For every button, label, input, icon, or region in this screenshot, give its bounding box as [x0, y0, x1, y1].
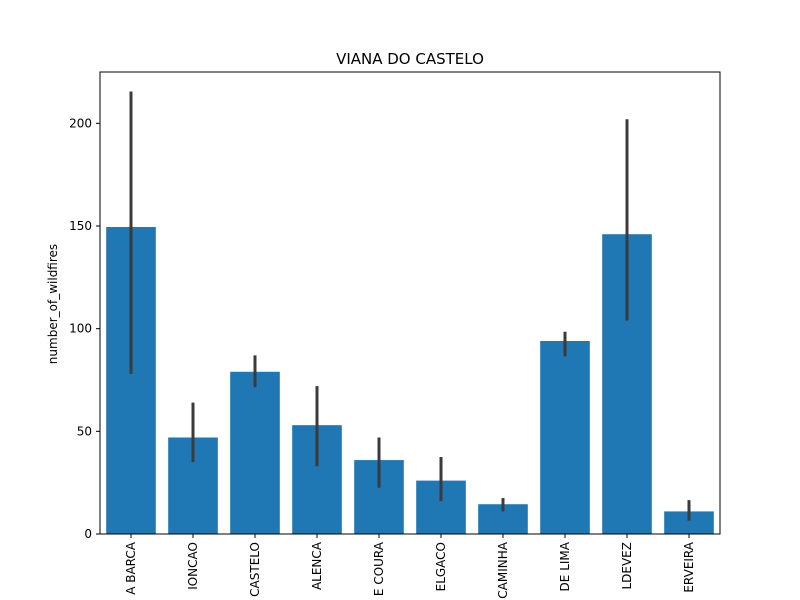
bar-2	[230, 371, 280, 534]
x-tick-label-1: IONCAO	[186, 542, 200, 590]
plot-frame	[99, 71, 721, 535]
x-axis-ticks: A BARCA IONCAO CASTELO ALENCA E COURA ELGACO C…	[124, 534, 696, 599]
y-tick-label-4: 200	[69, 116, 92, 130]
bar-7	[540, 340, 590, 534]
y-axis-ticks: 0 50 100 150 200	[69, 116, 100, 541]
x-tick-label-2: CASTELO	[248, 542, 262, 597]
chart-title: VIANA DO CASTELO	[336, 50, 484, 68]
bar-9	[664, 511, 714, 534]
y-axis-label: number_of_wildfires	[46, 244, 60, 364]
x-tick-label-3: ALENCA	[310, 541, 324, 590]
x-tick-label-0: A BARCA	[124, 541, 138, 595]
y-tick-label-1: 50	[77, 424, 92, 438]
y-tick-label-2: 100	[69, 322, 92, 336]
x-tick-label-8: LDEVEZ	[620, 542, 634, 590]
x-tick-label-6: CAMINHA	[496, 541, 510, 598]
y-tick-label-3: 150	[69, 219, 92, 233]
x-tick-label-9: ERVEIRA	[682, 541, 696, 592]
bars-group	[106, 227, 714, 535]
error-bars-group	[129, 91, 691, 521]
x-tick-label-4: E COURA	[372, 541, 386, 596]
x-tick-label-5: ELGACO	[434, 542, 448, 591]
y-tick-label-0: 0	[84, 527, 92, 541]
x-tick-label-7: DE LIMA	[558, 541, 572, 591]
